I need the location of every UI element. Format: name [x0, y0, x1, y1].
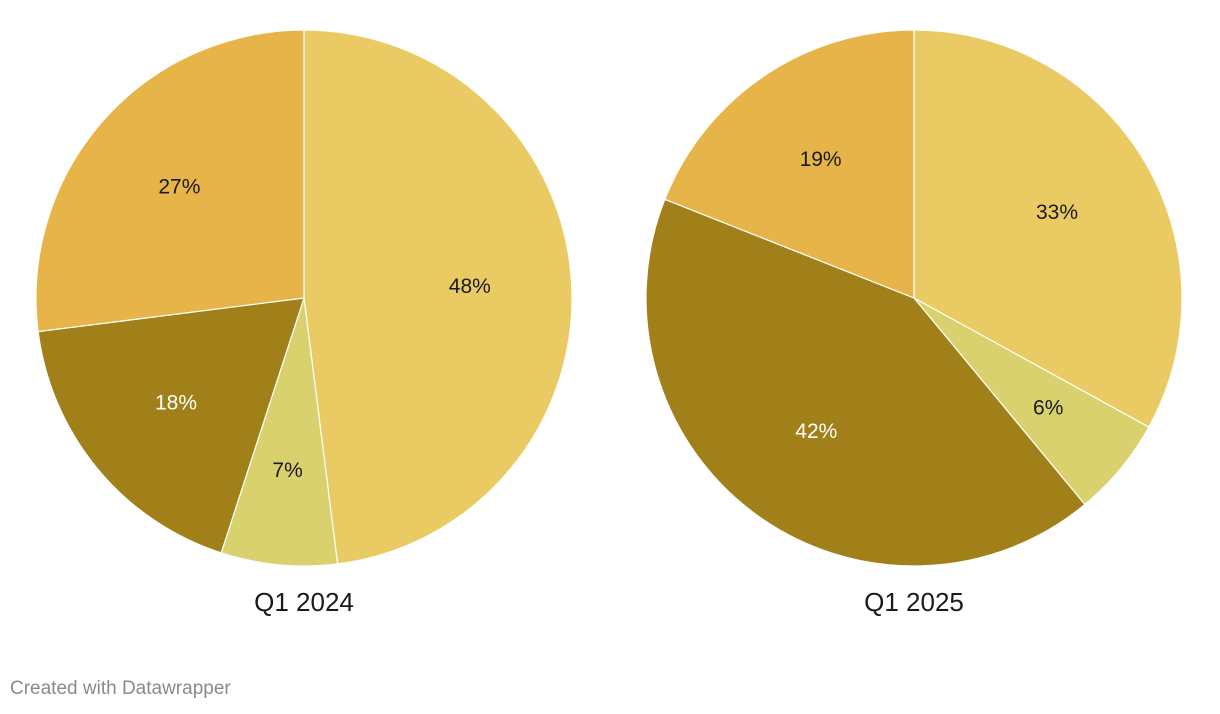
pie-chart-2: 33% 6% 42% 19% Q1 2025 — [645, 29, 1183, 617]
datawrapper-credit: Created with Datawrapper — [10, 678, 231, 699]
pie-title: Q1 2024 — [254, 587, 354, 617]
slice-label: 7% — [272, 459, 302, 482]
pie-slice — [913, 29, 1183, 428]
pie-slice — [303, 29, 573, 565]
pie-slice — [645, 198, 1086, 567]
pie-slice — [664, 29, 915, 299]
pie-chart-1: 48% 7% 18% 27% Q1 2024 — [35, 29, 573, 617]
pie-slice — [37, 297, 305, 554]
pie-slice — [220, 297, 339, 567]
slice-label: 33% — [1036, 201, 1078, 224]
slice-label: 27% — [158, 176, 200, 199]
pie-slice — [35, 29, 305, 333]
slice-label: 19% — [800, 148, 842, 171]
slice-label: 42% — [795, 420, 837, 443]
slice-label: 48% — [449, 275, 491, 298]
slice-label: 18% — [155, 391, 197, 414]
slice-label: 6% — [1033, 397, 1063, 420]
pie-title: Q1 2025 — [864, 587, 964, 617]
